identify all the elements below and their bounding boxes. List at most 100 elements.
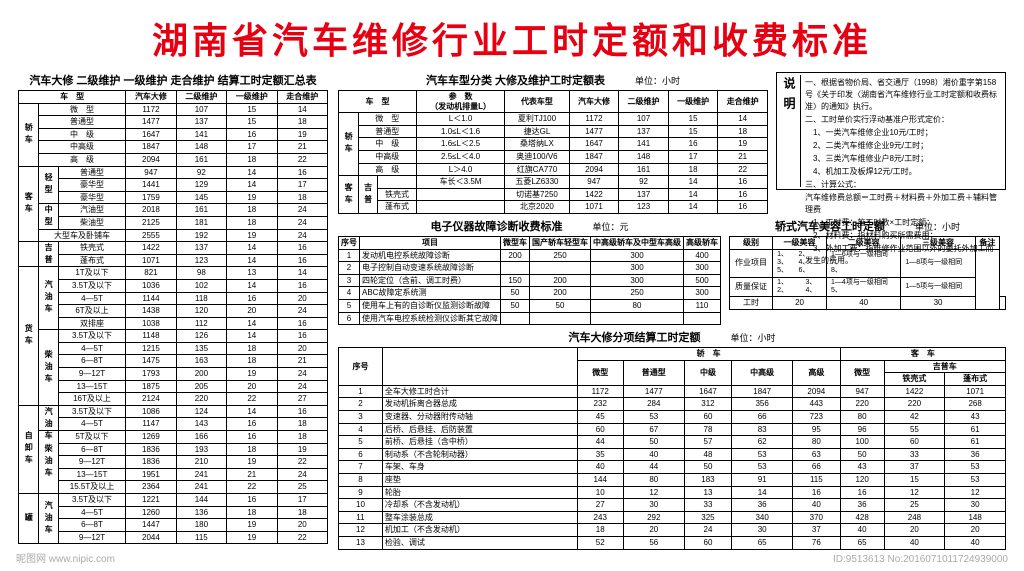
table-row: 3.5T及以下10361021416	[19, 279, 328, 292]
table5: 序号轿 车客 车微型普通型中级中高级高级微型吉普车铁壳式蓬布式 1全车大修工时合…	[338, 347, 1006, 550]
sub-label: 中型	[38, 204, 58, 229]
cell: 18	[227, 355, 277, 368]
t2-h: 走合维护	[718, 91, 768, 113]
cell: 8	[339, 474, 383, 487]
cell: 40	[840, 524, 884, 537]
cell: 161	[619, 163, 669, 176]
explain-box: 说明 一、根据省物价局、省交通厅（1998）湘价重字第158号《关于印发〈湖南省…	[776, 72, 1006, 190]
cell	[501, 262, 530, 275]
table-row: 作业项目1、 2、3、 4、5、 6、1—6项与一级相同7、8、1—8项与一级相…	[730, 249, 1006, 277]
cell: 6	[339, 448, 383, 461]
cell: 356	[732, 398, 793, 411]
table-row: 柴油车3.5T及以下11481261416	[19, 330, 328, 343]
table-row: 16T及以上21242202227	[19, 393, 328, 406]
cell: 16	[277, 242, 327, 255]
cell: 45	[577, 411, 623, 424]
table-row: 蓬布式10711231416	[19, 254, 328, 267]
cell: 6	[339, 312, 360, 325]
cell: 65	[840, 537, 884, 550]
cell: 1.0≤L＜1.6	[416, 125, 504, 138]
table-row: 11整车涂装总成243292325340370428248148	[339, 511, 1006, 524]
cell: 制动系（不含轮制动器）	[382, 448, 577, 461]
cell: 148	[176, 141, 226, 154]
cell: 40	[577, 461, 623, 474]
cell: 19	[227, 531, 277, 544]
cell: 91	[732, 474, 793, 487]
cell: 22	[277, 456, 327, 469]
t3-h: 项目	[360, 236, 501, 249]
cell: 14	[668, 188, 718, 201]
table-row: 6使用汽车电控系统检测仪诊断其它故障	[339, 312, 721, 325]
cell: 200	[530, 274, 591, 287]
table-row: 5前桥、后悬挂（含中桥）44505762801006061	[339, 436, 1006, 449]
cell: 36	[945, 448, 1006, 461]
cell: 1071	[945, 385, 1006, 398]
table-row: 铁壳式切诺基725014221371416	[339, 188, 768, 201]
cell: 18	[577, 524, 623, 537]
cell	[530, 312, 591, 325]
cell: 24	[277, 229, 327, 242]
cell: 1847	[126, 141, 176, 154]
cell: 五菱LZ6330	[505, 176, 569, 189]
cell: 全车大修工时合计	[382, 385, 577, 398]
sub-label: 汽油车	[38, 405, 58, 430]
cell: 4—5T	[58, 506, 125, 519]
cell: 1836	[126, 443, 176, 456]
cell: 冷却系（不含发动机）	[382, 499, 577, 512]
cell: 98	[176, 267, 226, 280]
cell: 1647	[684, 385, 732, 398]
cell: 143	[176, 418, 226, 431]
cell: 1—8项与一级相同	[901, 249, 975, 277]
cell: 1759	[126, 191, 176, 204]
cell: 65	[732, 537, 793, 550]
table-row: 豪华型14411291417	[19, 179, 328, 192]
cell: 16	[718, 176, 768, 189]
table1: 车 型汽车大修二级维护一级维护走合维护 轿车微 型11721071514普通型1…	[18, 90, 328, 544]
cell: 整车涂装总成	[382, 511, 577, 524]
cell: 1172	[126, 103, 176, 116]
cell: 250	[591, 287, 684, 300]
cell: 193	[176, 443, 226, 456]
cell: 83	[732, 423, 793, 436]
cell: 2124	[126, 393, 176, 406]
cell: 284	[623, 398, 684, 411]
table-row: 5使用车上有的自诊断仪监测诊断故障505080110	[339, 299, 721, 312]
t3-h: 中高级轿车及中型车高级	[591, 236, 684, 249]
cell: 中 级	[358, 138, 416, 151]
cell: 16	[792, 486, 840, 499]
cell: 1086	[126, 405, 176, 418]
cell: 50	[840, 448, 884, 461]
cell: 20	[773, 297, 827, 310]
table-row: 柴油车5T及以下12691661618	[19, 431, 328, 444]
cell: 19	[227, 191, 277, 204]
cell: 16	[840, 486, 884, 499]
cell: 16	[277, 405, 327, 418]
table-row: 9轮胎1012131416161212	[339, 486, 1006, 499]
cell: 1147	[126, 418, 176, 431]
cell: 17	[668, 150, 718, 163]
table3-unit: 单位：元	[592, 220, 628, 233]
cell: 9—12T	[58, 456, 125, 469]
cell: 1269	[126, 431, 176, 444]
table-row: 4—5T12601361818	[19, 506, 328, 519]
t2-h: 一级维护	[668, 91, 718, 113]
cell: 13	[227, 267, 277, 280]
cell: 1071	[569, 201, 619, 214]
cell: 141	[619, 138, 669, 151]
cell: 13	[339, 537, 383, 550]
cell: 4—5T	[58, 342, 125, 355]
cell: 切诺基7250	[505, 188, 569, 201]
cell: 52	[577, 537, 623, 550]
cell: 16	[718, 201, 768, 214]
table-row: 1全车大修工时合计1172147716471847209494714221071	[339, 385, 1006, 398]
cell: ABC故障定系统测	[360, 287, 501, 300]
cell: 61	[945, 423, 1006, 436]
group-label: 客车	[19, 166, 39, 242]
cell: 4—5T	[58, 418, 125, 431]
table2-unit: 单位：小时	[635, 74, 680, 87]
t5-h: 微型	[840, 360, 884, 385]
cell: 137	[176, 242, 226, 255]
cell: 电子控制自动变速系统故障诊断	[360, 262, 501, 275]
cell: 10	[339, 499, 383, 512]
cell: 18	[277, 431, 327, 444]
